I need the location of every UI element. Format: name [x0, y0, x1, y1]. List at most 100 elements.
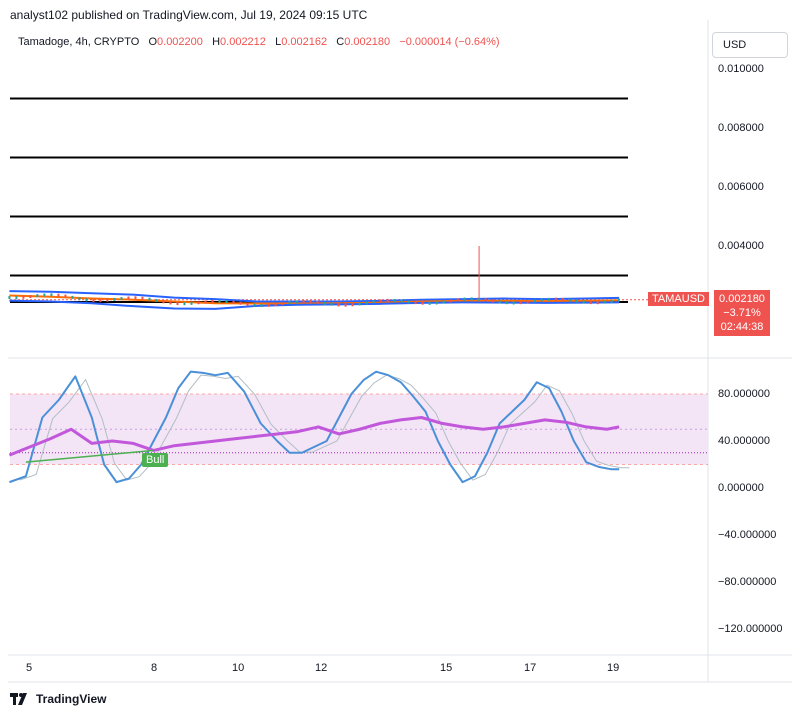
candle — [470, 297, 473, 301]
candle — [106, 298, 109, 302]
candle — [295, 300, 298, 304]
candle — [281, 302, 284, 306]
candle — [141, 296, 144, 300]
osc-y-tick: 0.000000 — [718, 482, 764, 494]
candle — [393, 298, 396, 302]
candle — [218, 299, 221, 303]
candle — [22, 295, 25, 299]
candle — [533, 299, 536, 303]
candle — [330, 302, 333, 306]
candle — [575, 299, 578, 303]
candle — [253, 303, 256, 307]
candle — [337, 303, 340, 307]
candle — [155, 298, 158, 302]
candle — [274, 303, 277, 307]
close-value: 0.002180 — [344, 36, 391, 48]
candle — [204, 300, 207, 304]
candle — [603, 300, 606, 304]
candle — [344, 303, 347, 307]
candle — [484, 298, 487, 302]
candle — [134, 296, 137, 300]
candle — [617, 298, 620, 302]
high-value: 0.002212 — [220, 36, 266, 48]
candle — [190, 301, 193, 305]
low-value: 0.002162 — [281, 36, 328, 48]
price-change-pct: −3.71% — [723, 307, 761, 319]
candle — [400, 299, 403, 303]
rsi-line — [8, 416, 620, 457]
candle — [239, 301, 242, 305]
symbol-ohlc-line: Tamadoge, 4h, CRYPTO O0.002200 H0.002212… — [18, 36, 500, 48]
candle — [505, 301, 508, 305]
candle — [351, 303, 354, 307]
candle — [288, 301, 291, 305]
price-y-tick: 0.010000 — [718, 63, 764, 75]
candle — [498, 300, 501, 304]
candle — [547, 297, 550, 301]
candle — [512, 301, 515, 305]
divergence-line — [25, 449, 154, 463]
candle — [162, 300, 165, 304]
candle — [183, 302, 186, 306]
candle — [379, 299, 382, 303]
candle — [8, 296, 11, 300]
candle — [414, 301, 417, 305]
candle — [71, 295, 74, 299]
candle — [372, 300, 375, 304]
candle — [211, 299, 214, 303]
osc-y-tick: 80.000000 — [718, 388, 770, 400]
candle — [435, 301, 438, 305]
candle — [29, 295, 32, 299]
candle — [477, 297, 480, 301]
candle — [456, 298, 459, 302]
candle — [225, 300, 228, 304]
candle — [64, 294, 67, 298]
candle — [36, 294, 39, 298]
price-y-tick: 0.006000 — [718, 181, 764, 193]
candle — [127, 296, 130, 300]
candle — [519, 301, 522, 305]
open-value: 0.002200 — [157, 36, 203, 48]
stochastic-line — [9, 370, 620, 484]
x-tick: 19 — [607, 662, 620, 674]
currency-button[interactable]: USD — [712, 32, 788, 58]
candle — [386, 298, 389, 302]
x-tick: 12 — [315, 662, 328, 674]
candle — [407, 300, 410, 304]
open-label: O — [148, 36, 158, 48]
osc-y-tick: 40.000000 — [718, 435, 770, 447]
tradingview-logo-icon — [10, 693, 27, 705]
candle — [582, 300, 585, 304]
published-header: analyst102 published on TradingView.com,… — [10, 8, 368, 22]
symbol-name[interactable]: Tamadoge, 4h, CRYPTO — [18, 36, 140, 48]
candle — [526, 300, 529, 304]
candle — [491, 299, 494, 303]
candle — [316, 300, 319, 304]
candle — [596, 301, 599, 305]
current-price-box: 0.002180 −3.71% 02:44:38 — [714, 290, 770, 336]
candle — [323, 301, 326, 305]
candle — [610, 299, 613, 303]
candle — [57, 293, 60, 297]
footer-brand[interactable]: TradingView — [10, 692, 106, 706]
candle — [43, 293, 46, 297]
candle — [463, 297, 466, 301]
candle — [302, 299, 305, 303]
candle — [232, 300, 235, 304]
candle — [358, 302, 361, 306]
x-tick: 5 — [26, 662, 33, 674]
candle — [365, 301, 368, 305]
footer-brand-text: TradingView — [36, 692, 107, 706]
candle — [169, 301, 172, 305]
candle — [260, 304, 263, 308]
high-label: H — [212, 36, 221, 48]
x-tick: 8 — [151, 662, 158, 674]
x-tick: 15 — [440, 662, 453, 674]
osc-y-tick: −40.000000 — [718, 529, 777, 541]
bar-countdown: 02:44:38 — [720, 321, 764, 333]
candle — [15, 296, 18, 300]
osc-y-tick: −120.000000 — [718, 623, 783, 635]
candle — [442, 300, 445, 304]
x-tick: 10 — [232, 662, 245, 674]
